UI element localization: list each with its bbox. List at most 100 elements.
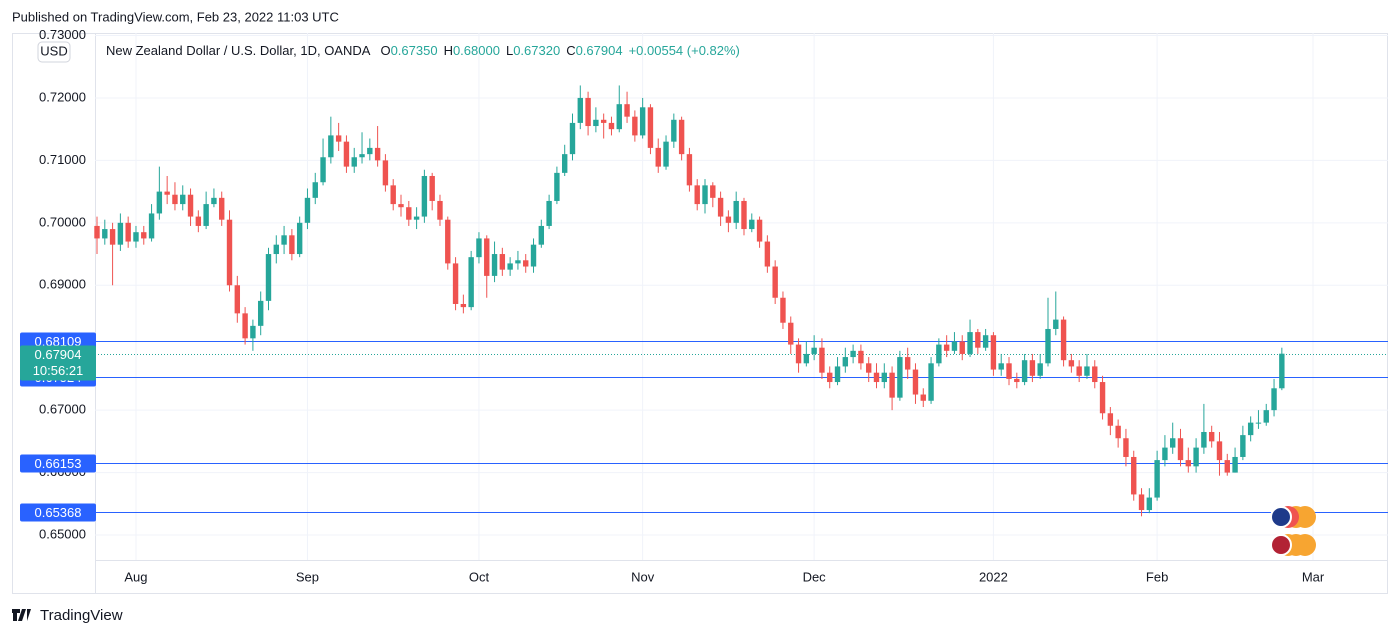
candle-body [351, 157, 357, 167]
candle-body [655, 147, 661, 167]
candle-body [507, 263, 513, 270]
candle-body [1107, 413, 1114, 426]
candle-body [1099, 382, 1106, 414]
candle-body [180, 194, 186, 205]
candle-body [1162, 447, 1168, 461]
candle-body [452, 263, 459, 304]
y-tick-label: 0.73000 [39, 27, 86, 42]
candle-body [1076, 366, 1082, 376]
candle-body [889, 372, 895, 398]
candle-body [1170, 438, 1176, 448]
candle-body [476, 238, 482, 258]
candle-body [109, 229, 116, 245]
candle-body [265, 254, 272, 301]
candle-body [148, 213, 155, 239]
countdown: 10:56:21 [33, 363, 84, 378]
candle-body [242, 313, 248, 339]
candle-body [554, 172, 560, 201]
candle-body [975, 332, 981, 348]
candle-body [928, 363, 934, 401]
candle-body [133, 232, 139, 242]
candle-body [398, 204, 404, 208]
candle-body [873, 372, 880, 383]
candle-body [1092, 366, 1098, 383]
y-tick-label: 0.71000 [39, 152, 86, 167]
candle-body [203, 204, 209, 226]
published-note: Published on TradingView.com, Feb 23, 20… [12, 9, 339, 24]
candle-body [94, 225, 100, 239]
currency-badge [37, 41, 71, 63]
candle-body [920, 394, 926, 401]
candle-body [491, 254, 498, 276]
candle-body [663, 141, 669, 167]
candle-body [881, 372, 887, 383]
price-lines [95, 341, 1388, 513]
candle-body [382, 160, 389, 186]
candle-body [850, 350, 856, 358]
ohlc-value: 0.67904 [576, 43, 623, 58]
candle-body [694, 185, 700, 205]
candle-body [1060, 319, 1067, 361]
x-tick-label: Dec [803, 569, 827, 584]
candle-body [1014, 378, 1020, 383]
ohlc-value: 0.67350 [391, 43, 438, 58]
candle-body [1193, 447, 1199, 467]
candle-body [1068, 360, 1075, 367]
candle-body [608, 122, 615, 130]
candle-body [1279, 353, 1285, 389]
candle-body [912, 369, 919, 395]
candle-body [756, 219, 763, 242]
candle-body [834, 366, 841, 383]
candle-body [764, 241, 771, 267]
candle-body [827, 372, 833, 383]
candle-body [1053, 319, 1059, 329]
candle-body [943, 344, 950, 351]
candle-body [374, 147, 381, 161]
candle-body [117, 222, 124, 245]
ohlc-key: C [566, 43, 575, 58]
candle-body [1240, 435, 1246, 457]
y-tick-label: 0.72000 [39, 89, 86, 104]
candle-body [967, 332, 973, 354]
candle-body [195, 216, 202, 226]
candle-body [569, 122, 576, 155]
candle-body [1255, 422, 1262, 424]
candle-body [725, 216, 732, 223]
change: +0.00554 (+0.82%) [629, 43, 740, 58]
candle-body [234, 285, 241, 314]
price-label: 0.65368 [35, 505, 82, 520]
symbol-header: New Zealand Dollar / U.S. Dollar, 1D, OA… [106, 43, 740, 58]
candle-body [982, 335, 989, 348]
candle-body [281, 235, 287, 245]
candle-body [172, 194, 178, 205]
candle-body [1216, 441, 1223, 461]
candle-body [296, 222, 303, 255]
candle-body [1115, 425, 1121, 439]
candle-body [499, 254, 506, 270]
x-tick-label: 2022 [979, 569, 1008, 584]
ohlc-key: H [444, 43, 453, 58]
candle-body [1224, 460, 1230, 473]
candle-body [1045, 328, 1051, 364]
candle-body [686, 154, 693, 186]
candle-body [710, 185, 716, 198]
candle-body [1185, 460, 1191, 467]
candle-body [811, 347, 817, 354]
candle-body [406, 207, 412, 220]
candle-body [413, 216, 420, 220]
last-price-label: 0.67904 [35, 347, 82, 362]
candle-body [1146, 497, 1153, 511]
ohlc-key: L [506, 43, 513, 58]
candle-body [437, 200, 443, 220]
candle-body [897, 357, 903, 398]
candle-body [1232, 456, 1238, 473]
candle-body [1177, 438, 1184, 461]
candle-body [788, 322, 794, 345]
candle-body [632, 116, 638, 136]
candle-body [546, 200, 552, 226]
candles [94, 85, 1285, 517]
candle-body [1029, 360, 1036, 376]
candle-body [320, 157, 326, 183]
candle-body [616, 104, 622, 130]
